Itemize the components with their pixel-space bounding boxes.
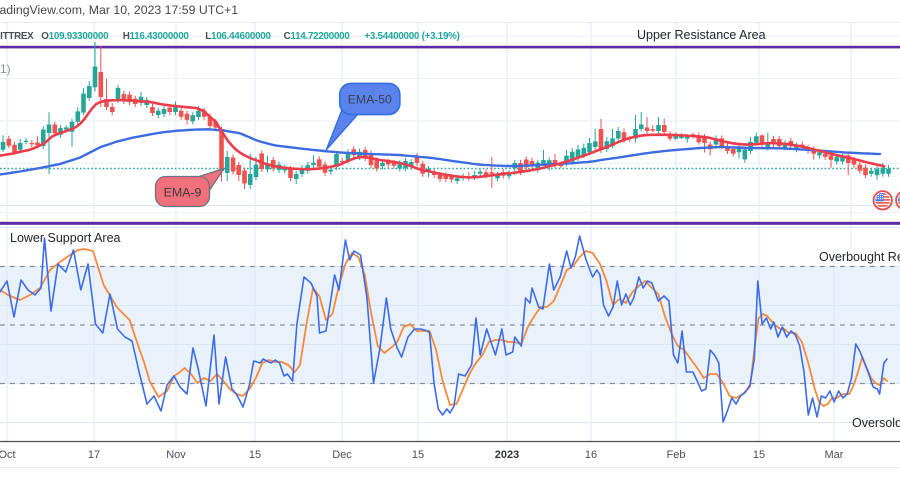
svg-text:EMA-9: EMA-9 [164,185,202,199]
svg-text:EMA-50: EMA-50 [348,92,392,106]
